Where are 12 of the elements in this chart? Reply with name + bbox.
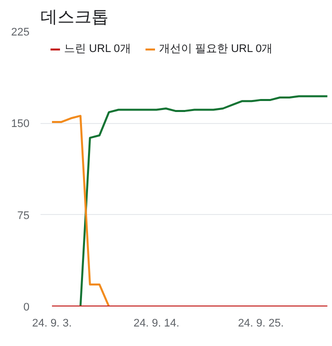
x-tick-label: 24. 9. 3. bbox=[32, 318, 72, 330]
line-series bbox=[79, 95, 328, 306]
legend-label: 개선이 필요한 URL 0개 bbox=[158, 42, 273, 56]
legend-label: 느린 URL 0개 bbox=[64, 42, 131, 56]
x-tick-label: 24. 9. 14. bbox=[133, 318, 180, 330]
y-tick-label: 0 bbox=[23, 302, 30, 314]
y-tick-label: 225 bbox=[11, 26, 30, 38]
line-series bbox=[50, 114, 110, 306]
y-tick-label: 150 bbox=[11, 118, 30, 130]
y-tick-label: 75 bbox=[17, 210, 30, 222]
x-tick-label: 24. 9. 25. bbox=[238, 318, 284, 330]
chart-title: 데스크톱 bbox=[40, 8, 108, 26]
